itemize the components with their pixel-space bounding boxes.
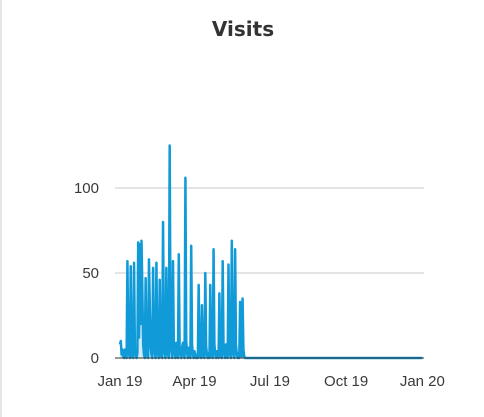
x-tick-label: Jul 19 — [250, 373, 290, 390]
x-tick-label: Jan 20 — [400, 373, 445, 390]
series-line — [118, 144, 423, 360]
x-tick-label: Jan 19 — [97, 373, 142, 390]
x-axis: Jan 19 Apr 19 Jul 19 Oct 19 Jan 20 — [97, 357, 445, 390]
y-tick-label: 50 — [82, 265, 99, 282]
y-axis: 0 50 100 — [74, 180, 99, 367]
y-tick-label: 0 — [91, 350, 99, 367]
x-tick-label: Apr 19 — [172, 373, 216, 390]
y-tick-label: 100 — [74, 180, 99, 197]
chart-title: Visits — [211, 17, 275, 41]
gridlines — [115, 187, 424, 274]
x-tick-label: Oct 19 — [324, 373, 368, 390]
series-path — [118, 144, 423, 360]
